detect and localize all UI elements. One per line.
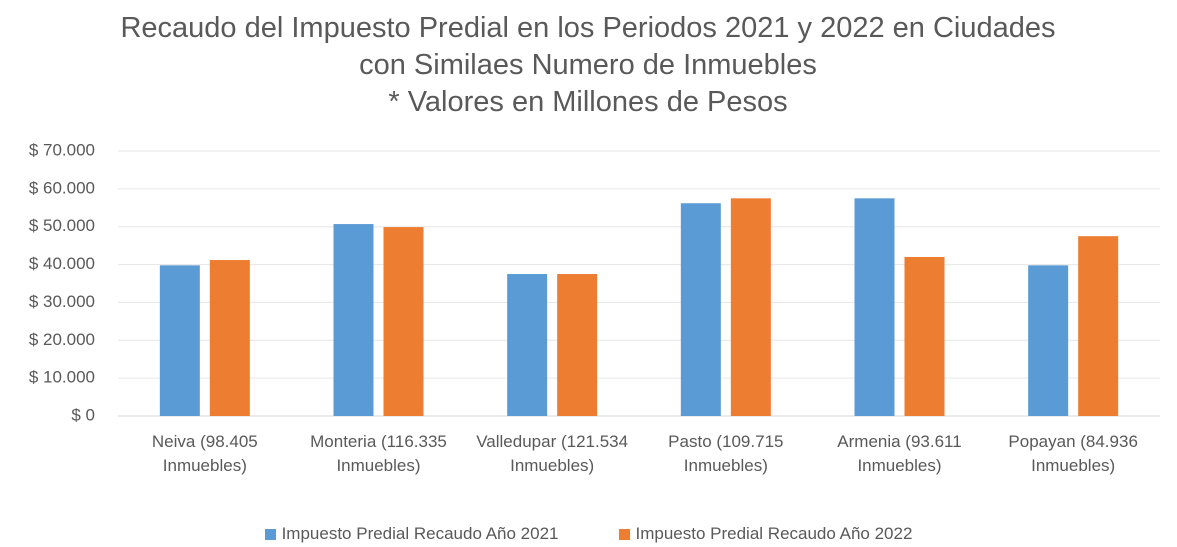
- x-tick-label: Pasto (109.715 Inmuebles): [668, 432, 784, 475]
- bar: [557, 274, 598, 416]
- bar: [854, 198, 895, 416]
- y-tick-label: $ 60.000: [29, 178, 95, 197]
- y-tick-label: $ 0: [71, 405, 95, 424]
- bar: [383, 227, 424, 416]
- legend-item: Impuesto Predial Recaudo Año 2022: [618, 524, 913, 544]
- title-block: Recaudo del Impuesto Predial en los Peri…: [108, 10, 1068, 121]
- y-tick-label: $ 20.000: [29, 330, 95, 349]
- x-tick-label: Neiva (98.405 Inmuebles): [151, 432, 258, 475]
- chart-subtitle: * Valores en Millones de Pesos: [388, 86, 788, 118]
- legend-item: Impuesto Predial Recaudo Año 2021: [264, 524, 559, 544]
- legend: Impuesto Predial Recaudo Año 2021 Impuest…: [0, 524, 1177, 544]
- legend-swatch: [264, 528, 276, 540]
- chart-title: Recaudo del Impuesto Predial en los Peri…: [120, 12, 1056, 81]
- x-tick-label: Popayan (84.936 Inmuebles): [1008, 432, 1138, 475]
- x-tick-label: Monteria (116.335 Inmuebles): [310, 432, 447, 475]
- y-tick-label: $ 10.000: [29, 368, 95, 387]
- bar: [904, 257, 945, 416]
- bar: [159, 265, 200, 416]
- bar: [507, 274, 548, 416]
- y-tick-label: $ 50.000: [29, 216, 95, 235]
- y-tick-label: $ 70.000: [29, 140, 95, 159]
- legend-label: Impuesto Predial Recaudo Año 2021: [281, 524, 559, 543]
- bar: [1078, 236, 1119, 416]
- legend-swatch: [618, 528, 630, 540]
- bar: [680, 203, 721, 416]
- bar: [333, 224, 374, 416]
- bar: [209, 260, 250, 416]
- legend-label: Impuesto Predial Recaudo Año 2022: [635, 524, 913, 543]
- bar: [1028, 265, 1069, 416]
- bar: [730, 198, 771, 416]
- y-tick-label: $ 40.000: [29, 254, 95, 273]
- y-tick-label: $ 30.000: [29, 292, 95, 311]
- x-tick-label: Valledupar (121.534 Inmuebles): [476, 432, 629, 475]
- x-tick-label: Armenia (93.611 Inmuebles): [837, 432, 962, 475]
